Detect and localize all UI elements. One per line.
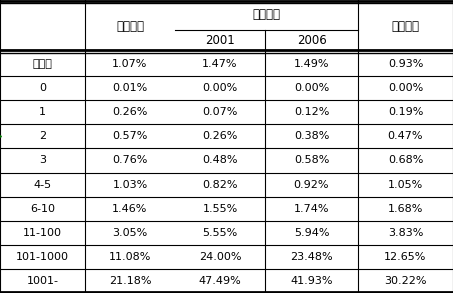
Text: 退出企業: 退出企業 (391, 20, 419, 33)
Text: 0.01%: 0.01% (112, 83, 148, 93)
Text: 41.93%: 41.93% (290, 276, 333, 286)
Text: 1001-: 1001- (26, 276, 58, 286)
Text: 参入企業: 参入企業 (116, 20, 144, 33)
Text: 1.74%: 1.74% (294, 204, 329, 214)
Text: 0.92%: 0.92% (294, 180, 329, 190)
Text: 1: 1 (39, 107, 46, 117)
Text: 11.08%: 11.08% (109, 252, 151, 262)
Text: 0.82%: 0.82% (202, 180, 238, 190)
Text: 12.65%: 12.65% (384, 252, 427, 262)
Text: 101-1000: 101-1000 (16, 252, 69, 262)
Text: 5.55%: 5.55% (202, 228, 238, 238)
Text: 0.19%: 0.19% (388, 107, 423, 117)
Text: 1.68%: 1.68% (388, 204, 423, 214)
Text: 0.93%: 0.93% (388, 59, 423, 69)
Text: 0: 0 (39, 83, 46, 93)
Text: 0.00%: 0.00% (202, 83, 238, 93)
Text: 21.18%: 21.18% (109, 276, 151, 286)
Text: 0.26%: 0.26% (112, 107, 148, 117)
Text: 0.12%: 0.12% (294, 107, 329, 117)
Text: 3: 3 (39, 156, 46, 166)
Text: 2006: 2006 (297, 35, 326, 47)
Text: 24.00%: 24.00% (199, 252, 241, 262)
Text: 1.05%: 1.05% (388, 180, 423, 190)
Text: 0.26%: 0.26% (202, 131, 238, 141)
Text: 1.07%: 1.07% (112, 59, 148, 69)
Text: 3.05%: 3.05% (112, 228, 148, 238)
Text: 全企業: 全企業 (33, 59, 53, 69)
Text: 0.58%: 0.58% (294, 156, 329, 166)
Text: 0.48%: 0.48% (202, 156, 238, 166)
Text: 30.22%: 30.22% (384, 276, 427, 286)
Text: 0.38%: 0.38% (294, 131, 329, 141)
Text: 0.57%: 0.57% (112, 131, 148, 141)
Text: 2001: 2001 (205, 35, 235, 47)
Text: 0.47%: 0.47% (388, 131, 423, 141)
Text: 47.49%: 47.49% (198, 276, 241, 286)
Text: 0.00%: 0.00% (294, 83, 329, 93)
Text: 2: 2 (39, 131, 46, 141)
Text: 5.94%: 5.94% (294, 228, 329, 238)
Text: 4-5: 4-5 (34, 180, 52, 190)
Text: 1.47%: 1.47% (202, 59, 238, 69)
Text: 1.46%: 1.46% (112, 204, 148, 214)
Text: 23.48%: 23.48% (290, 252, 333, 262)
Text: 1.03%: 1.03% (112, 180, 148, 190)
Text: 6-10: 6-10 (30, 204, 55, 214)
Text: 1.55%: 1.55% (202, 204, 238, 214)
Text: 0.00%: 0.00% (388, 83, 423, 93)
Text: 1.49%: 1.49% (294, 59, 329, 69)
Text: 存続企業: 存続企業 (252, 8, 280, 21)
Text: 11-100: 11-100 (23, 228, 62, 238)
Text: 3.83%: 3.83% (388, 228, 423, 238)
Text: 0.68%: 0.68% (388, 156, 423, 166)
Text: 0.07%: 0.07% (202, 107, 238, 117)
Text: 0.76%: 0.76% (112, 156, 148, 166)
